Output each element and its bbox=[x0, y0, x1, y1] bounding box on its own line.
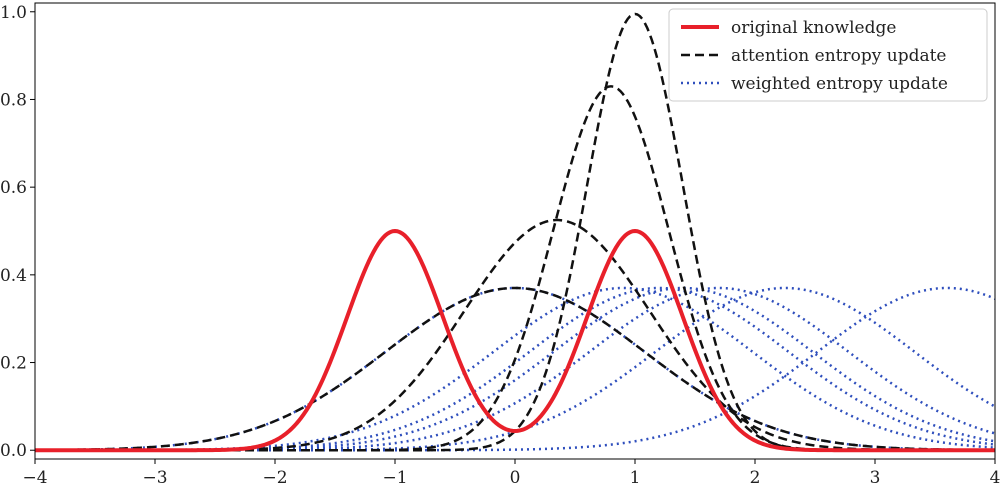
series-line-weighted-entropy-update-2 bbox=[35, 286, 995, 452]
y-tick-label: 0.0 bbox=[0, 441, 27, 461]
series-line-weighted-entropy-update-0 bbox=[35, 286, 995, 452]
x-tick-label: −4 bbox=[22, 468, 47, 488]
legend-label-weighted-entropy-update: weighted entropy update bbox=[731, 74, 948, 94]
legend-label-original-knowledge: original knowledge bbox=[731, 18, 896, 38]
x-tick-label: 2 bbox=[750, 468, 761, 488]
series-line-weighted-entropy-update-4 bbox=[35, 286, 995, 452]
legend-box bbox=[668, 8, 988, 102]
x-tick-label: 1 bbox=[630, 468, 641, 488]
y-tick-label: 0.8 bbox=[0, 90, 27, 110]
series-line-weighted-entropy-update-1 bbox=[35, 286, 995, 452]
series-line-attention-entropy-update-1 bbox=[35, 218, 995, 452]
series-line-original-knowledge bbox=[35, 229, 995, 453]
y-tick-label: 0.4 bbox=[0, 266, 27, 286]
x-tick-label: −3 bbox=[142, 468, 167, 488]
x-tick-label: 3 bbox=[870, 468, 881, 488]
series-line-weighted-entropy-update-3 bbox=[35, 286, 995, 452]
x-tick-label: 4 bbox=[990, 468, 1000, 488]
series-line-attention-entropy-update-0 bbox=[35, 286, 995, 452]
series-line-weighted-entropy-update-6 bbox=[35, 286, 995, 452]
x-tick-label: 0 bbox=[510, 468, 521, 488]
series-line-weighted-entropy-update-5 bbox=[35, 286, 995, 452]
legend-label-attention-entropy-update: attention entropy update bbox=[731, 46, 947, 66]
x-tick-label: −2 bbox=[262, 468, 287, 488]
y-tick-label: 0.2 bbox=[0, 354, 27, 374]
plot-area bbox=[35, 12, 995, 453]
y-tick-label: 1.0 bbox=[0, 3, 27, 23]
y-tick-label: 0.6 bbox=[0, 178, 27, 198]
x-tick-label: −1 bbox=[382, 468, 407, 488]
legend: original knowledge attention entropy upda… bbox=[668, 8, 988, 102]
